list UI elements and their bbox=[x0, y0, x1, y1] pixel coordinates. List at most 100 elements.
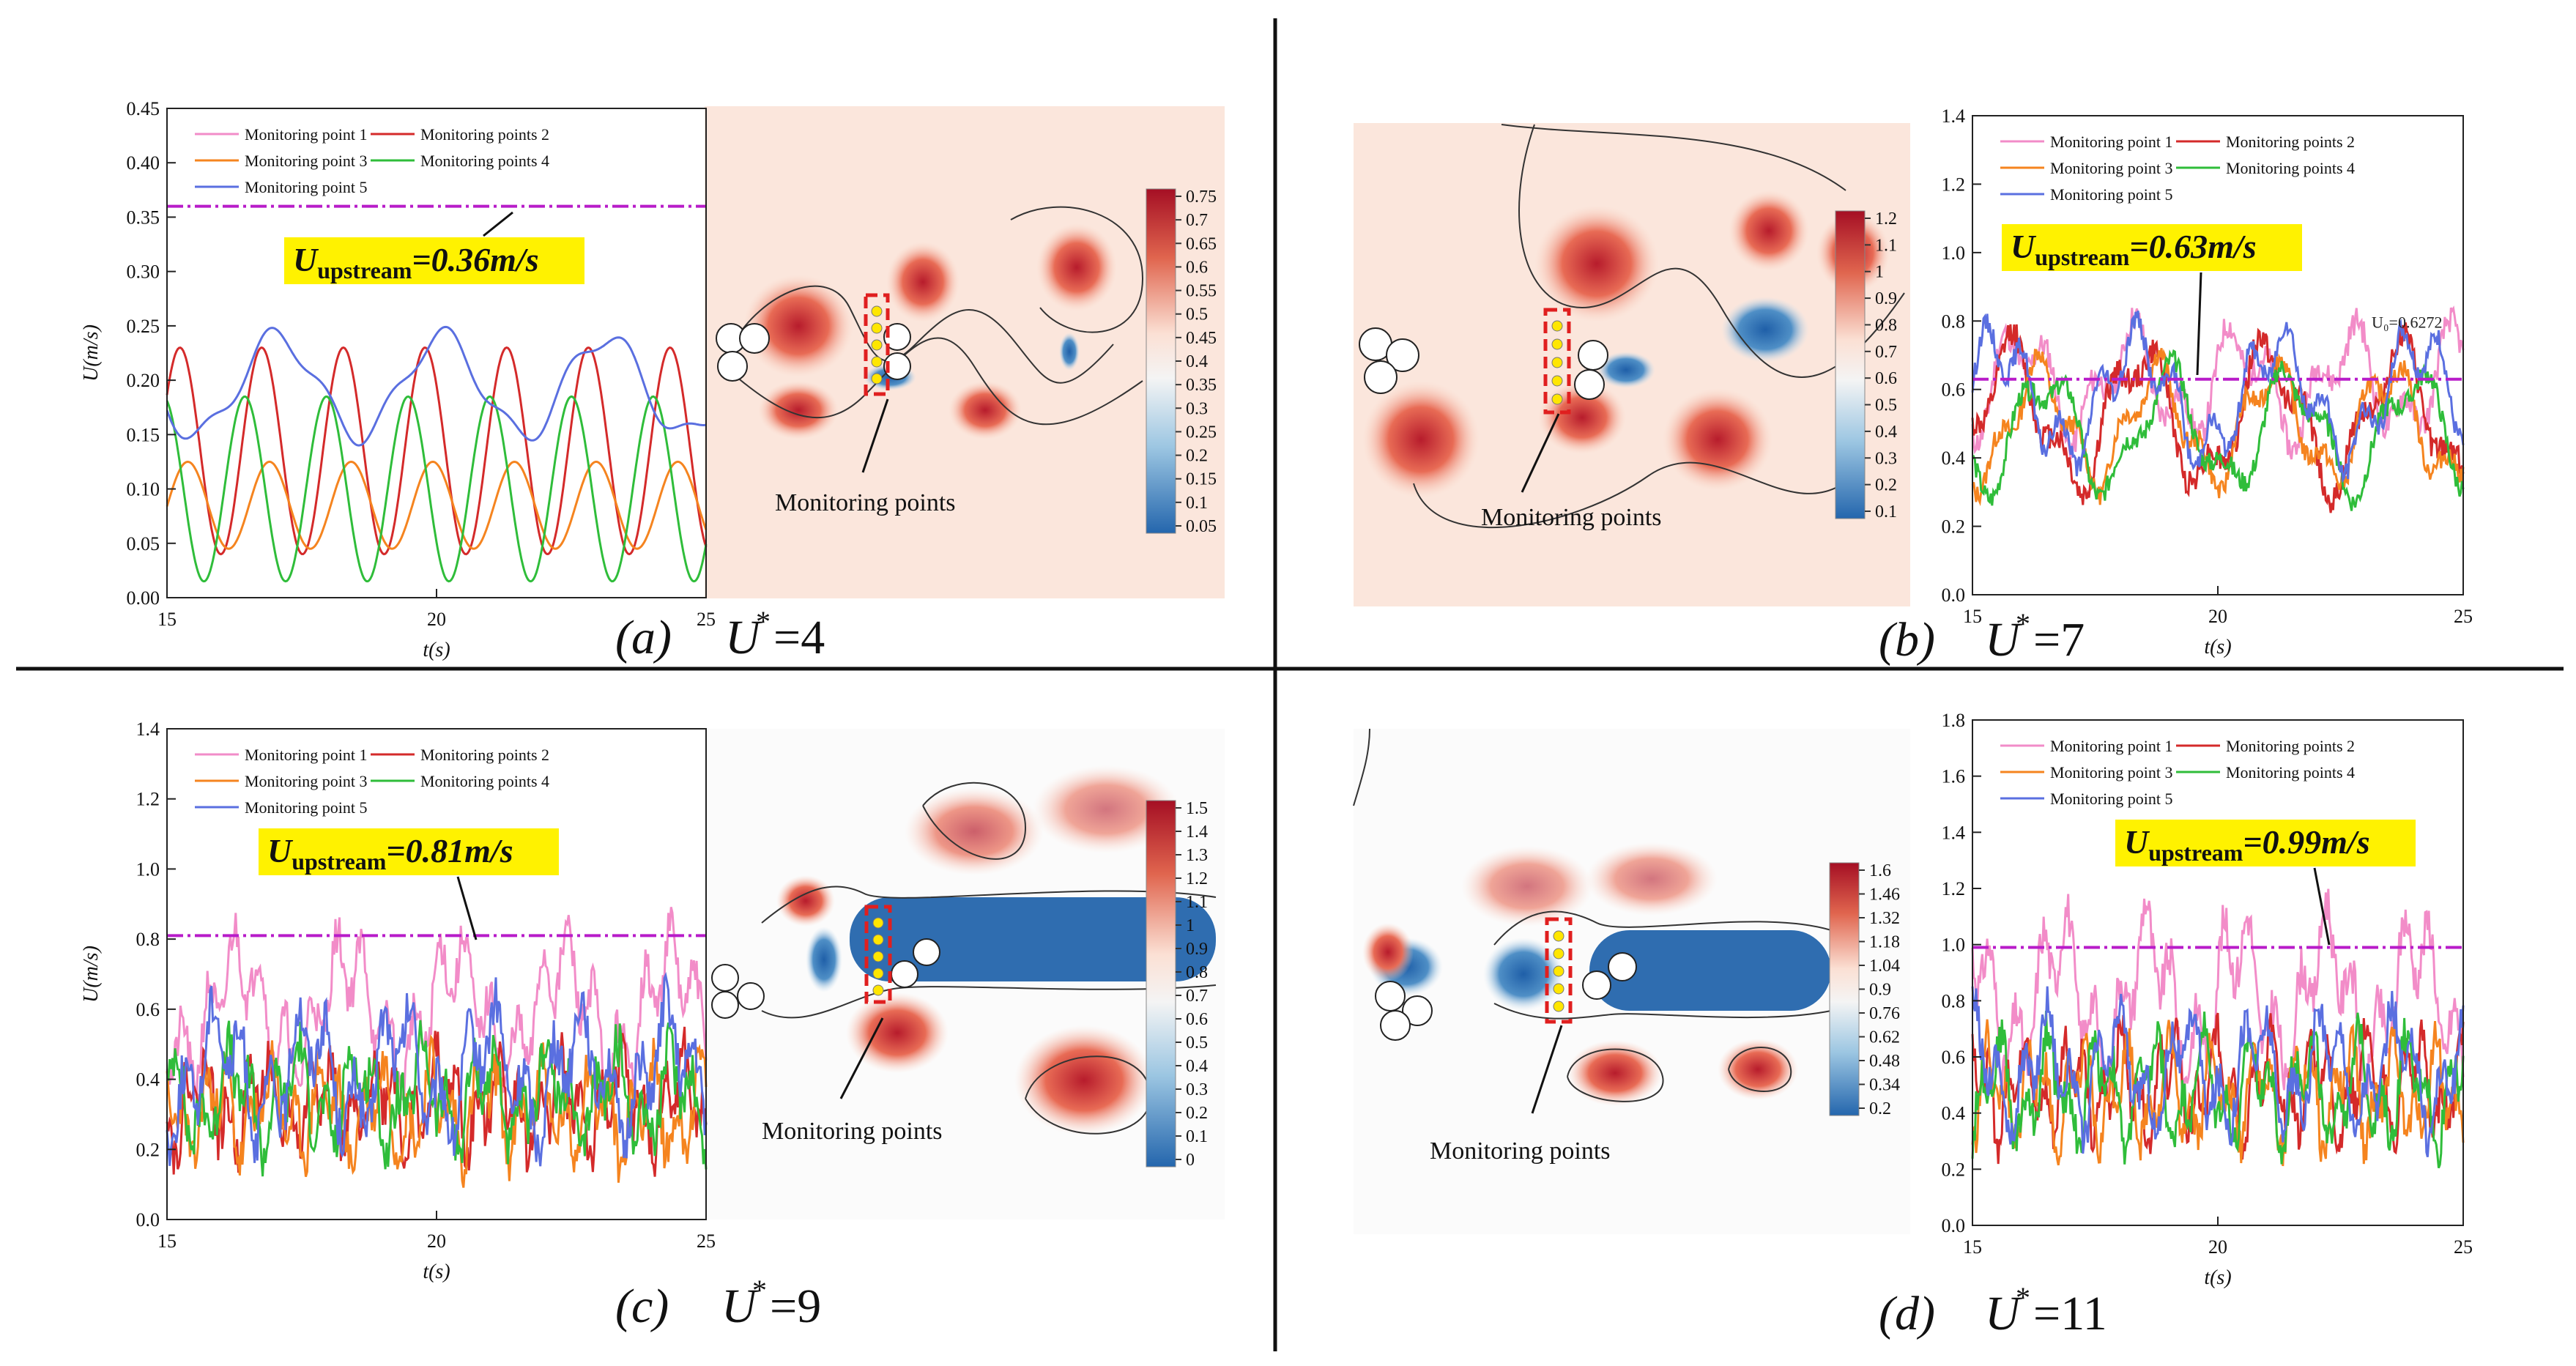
colorbar-tick-label: 0.6 bbox=[1186, 258, 1208, 277]
cylinder bbox=[1364, 360, 1398, 394]
ustar-symbol: U bbox=[1985, 613, 2023, 667]
colorbar-tick-label: 0.2 bbox=[1875, 476, 1897, 495]
colorbar-tick-label: 1.3 bbox=[1186, 846, 1208, 865]
contour-line bbox=[1353, 728, 1370, 806]
colorbar-tick-label: 0.9 bbox=[1875, 289, 1897, 308]
y-tick-label: 1.2 bbox=[136, 789, 160, 810]
colorbar-tick-label: 0.7 bbox=[1186, 211, 1208, 230]
cylinder bbox=[1608, 952, 1637, 981]
ustar-sup: * bbox=[752, 1274, 767, 1307]
colorbar bbox=[1146, 800, 1176, 1168]
contour-map-c: Monitoring points 1.5 1.4 1.3 1.2 1.1 1 0.9 0.8… bbox=[705, 729, 1225, 1220]
vortex-red bbox=[743, 275, 853, 377]
colorbar-tick-label: 1.1 bbox=[1875, 236, 1897, 255]
legend-label: Monitoring point 3 bbox=[245, 152, 367, 170]
y-tick-label: 0.40 bbox=[127, 152, 160, 174]
annotation-value: =0.81m/s bbox=[386, 832, 513, 869]
monitoring-dot bbox=[871, 305, 883, 317]
vortex-blue bbox=[1483, 938, 1564, 1011]
contour-line bbox=[1010, 206, 1144, 333]
series-line bbox=[1971, 311, 2465, 483]
series-line bbox=[1971, 348, 2465, 507]
y-tick-label: 0.00 bbox=[127, 587, 160, 609]
cylinder bbox=[1375, 981, 1406, 1011]
ustar-symbol: U bbox=[721, 1280, 760, 1333]
series-line bbox=[166, 1033, 708, 1188]
colorbar-tick-label: 0.2 bbox=[1186, 1104, 1208, 1123]
chart-c: 0.0 0.2 0.4 0.6 0.8 1.0 1.2 1.4 15 20 25 t(s) U(m/s)… bbox=[80, 719, 716, 1283]
chart-d: 0.0 0.2 0.4 0.6 0.8 1.0 1.2 1.4 1.6 1.8 15 20 25 t(s)… bbox=[1942, 710, 2473, 1289]
legend-label: Monitoring point 5 bbox=[2050, 790, 2172, 808]
vortex-red bbox=[949, 381, 1022, 439]
colorbar-tick-label: 0.6 bbox=[1875, 369, 1897, 388]
series-line bbox=[166, 460, 708, 550]
x-tick-label: 15 bbox=[157, 609, 177, 630]
x-tick-label: 15 bbox=[1963, 606, 1982, 627]
monitoring-dot bbox=[1553, 1001, 1564, 1012]
colorbar-tick-label: 1.6 bbox=[1869, 861, 1891, 880]
vortex-red bbox=[1461, 846, 1593, 927]
annotation-value: =0.99m/s bbox=[2243, 823, 2369, 861]
ustar-value: =7 bbox=[2033, 613, 2085, 667]
legend-label: Monitoring point 3 bbox=[2050, 763, 2172, 782]
legend-label: Monitoring points 2 bbox=[2226, 133, 2355, 151]
colorbar-tick-label: 0.3 bbox=[1186, 399, 1208, 418]
legend-label: Monitoring point 3 bbox=[2050, 159, 2172, 177]
x-axis-label: t(s) bbox=[2204, 636, 2231, 658]
y-tick-label: 0.2 bbox=[136, 1139, 160, 1160]
ustar-sup: * bbox=[2016, 1281, 2030, 1314]
monitoring-dot bbox=[1551, 393, 1563, 405]
panel-d: Monitoring points 1.6 1.46 1.32 1.18 1.04 0.9… bbox=[1353, 710, 2473, 1340]
cylinder bbox=[1380, 1010, 1411, 1041]
annotation-highlight bbox=[2002, 224, 2302, 271]
legend: Monitoring point 1 Monitoring points 2 Mon… bbox=[2000, 737, 2355, 808]
legend-label: Monitoring point 1 bbox=[245, 125, 367, 144]
annotation-symbol: U bbox=[2124, 823, 2150, 861]
series-line bbox=[166, 907, 708, 1102]
vortex-blue bbox=[1597, 352, 1655, 388]
y-tick-label: 0.6 bbox=[1942, 379, 1966, 401]
y-tick-label: 0.6 bbox=[136, 999, 160, 1020]
y-tick-label: 0.0 bbox=[1942, 1215, 1966, 1236]
x-tick-label: 25 bbox=[2454, 1236, 2473, 1258]
series-line bbox=[1971, 349, 2465, 511]
legend-label: Monitoring points 4 bbox=[2226, 763, 2355, 782]
cylinder bbox=[737, 982, 765, 1010]
vortex-red bbox=[1586, 842, 1718, 916]
panel-c: Monitoring points 1.5 1.4 1.3 1.2 1.1 1 0.9 0.8… bbox=[80, 719, 1225, 1333]
cylinder bbox=[913, 938, 940, 966]
vortex-red bbox=[1362, 381, 1480, 498]
colorbar-tick-label: 0.65 bbox=[1186, 234, 1217, 253]
colorbar-tick-label: 0.76 bbox=[1869, 1004, 1900, 1023]
contour-map-b: Monitoring points 1.2 1.1 1 0.9 0.8 0.7 0.6 0.5… bbox=[1354, 123, 1910, 606]
monitoring-dot bbox=[871, 373, 883, 385]
colorbar-tick-label: 0.8 bbox=[1186, 963, 1208, 982]
series-line bbox=[166, 346, 708, 556]
colorbar-tick-label: 1.2 bbox=[1875, 209, 1897, 229]
legend-label: Monitoring points 2 bbox=[2226, 737, 2355, 755]
colorbar-tick-label: 0.1 bbox=[1875, 502, 1897, 521]
colorbar-tick-label: 0.1 bbox=[1186, 1127, 1208, 1146]
monitoring-box bbox=[864, 293, 890, 396]
x-tick-label: 20 bbox=[427, 1230, 446, 1252]
x-axis-label: t(s) bbox=[423, 1261, 450, 1283]
x-tick-label: 20 bbox=[2208, 1236, 2227, 1258]
vortex-blue bbox=[806, 927, 842, 992]
wake-blue bbox=[850, 897, 1216, 981]
annotation-highlight bbox=[259, 828, 559, 875]
legend: Monitoring point 1 Monitoring points 2 Mon… bbox=[195, 125, 549, 196]
monitoring-dot bbox=[1551, 338, 1563, 350]
y-tick-label: 0.2 bbox=[1942, 1159, 1966, 1180]
monitoring-dot bbox=[1553, 948, 1564, 959]
colorbar-tick-label: 0.8 bbox=[1875, 316, 1897, 335]
legend-label: Monitoring point 5 bbox=[245, 178, 367, 196]
y-tick-label: 0.45 bbox=[127, 98, 160, 119]
colorbar bbox=[1835, 210, 1866, 519]
monitoring-dot bbox=[872, 934, 884, 946]
contour-line bbox=[761, 984, 1217, 1019]
colorbar-tick-label: 0 bbox=[1186, 1151, 1195, 1170]
x-tick-label: 25 bbox=[697, 609, 716, 630]
y-tick-label: 0.2 bbox=[1942, 516, 1966, 538]
u0-label: U₀=0.6272 bbox=[2372, 313, 2442, 332]
x-tick-label: 15 bbox=[1963, 1236, 1982, 1258]
